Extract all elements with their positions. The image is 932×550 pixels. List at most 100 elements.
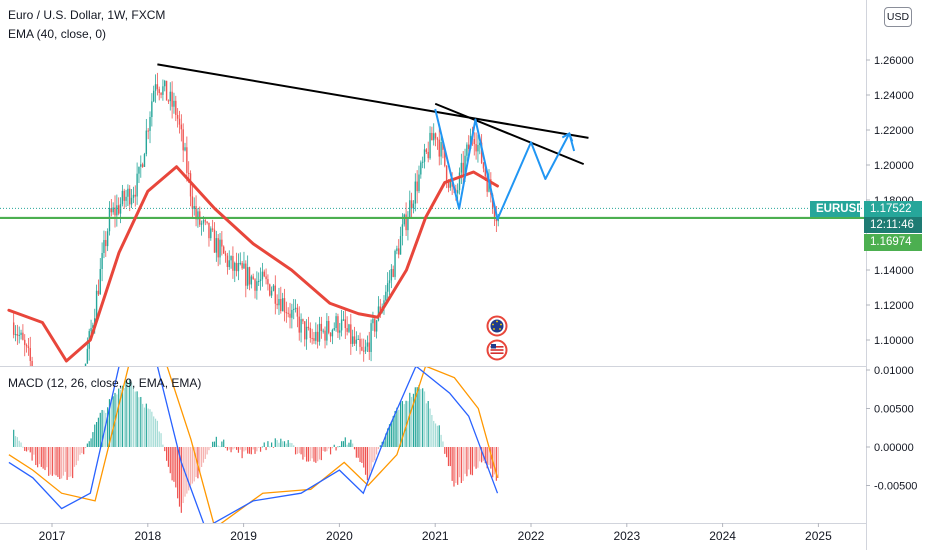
macd-axis[interactable]: 0.01000 0.00500 0.00000 -0.00500	[866, 365, 917, 493]
eu-flag-icon[interactable]	[486, 315, 508, 337]
macd-histogram-bar	[75, 447, 77, 466]
macd-histogram-bar	[143, 407, 146, 447]
macd-histogram-bar	[383, 441, 385, 447]
macd-histogram-bar	[68, 447, 70, 478]
candle-body	[364, 346, 367, 352]
candle-body	[180, 124, 183, 130]
macd-histogram-bar	[59, 447, 61, 480]
candle-body	[66, 419, 67, 421]
macd-histogram-bar	[425, 403, 427, 447]
candle-body	[434, 133, 437, 139]
candle-body	[125, 196, 127, 201]
candle-body	[388, 280, 391, 284]
chart-title: Euro / U.S. Dollar, 1W, FXCM	[8, 8, 166, 22]
trendline-1[interactable]	[157, 63, 589, 139]
candle-body	[187, 172, 190, 174]
candle-body	[143, 153, 146, 167]
candle-body	[265, 276, 267, 280]
candle-body	[116, 205, 118, 216]
time-axis[interactable]: 2017 2018 2019 2020 2021 2022 2023 2024 2025	[0, 366, 866, 544]
candle-body	[18, 334, 20, 336]
macd-histogram-bar	[353, 447, 356, 450]
candle-body	[156, 84, 159, 90]
macd-legend[interactable]: MACD (12, 26, close, 9, EMA, EMA)	[8, 376, 202, 390]
candle-body	[311, 337, 313, 339]
candle-body	[245, 263, 247, 286]
candle-body	[473, 139, 475, 145]
macd-histogram-bar	[127, 383, 129, 447]
macd-histogram-bar	[14, 436, 17, 447]
macd-histogram-bar	[20, 442, 22, 447]
candle-body	[346, 328, 348, 332]
candle-body	[322, 330, 324, 332]
candle-body	[186, 147, 188, 173]
macd-histogram-bar	[103, 410, 105, 447]
macd-histogram-bar	[475, 447, 477, 469]
macd-histogram-bar	[490, 447, 492, 469]
macd-tick-label: 0.00500	[874, 404, 914, 416]
macd-histogram-bar	[223, 439, 225, 447]
price-pane[interactable]	[0, 63, 866, 441]
candle-body	[283, 298, 286, 313]
candle-body	[329, 332, 332, 337]
candle-body	[72, 393, 73, 402]
macd-pane[interactable]	[8, 366, 499, 528]
candle-body	[154, 84, 157, 91]
macd-histogram-bar	[372, 447, 374, 463]
candle-body	[63, 404, 64, 420]
macd-histogram-bar	[101, 409, 103, 447]
time-tick-label: 2021	[422, 529, 449, 543]
candle-body	[370, 323, 372, 352]
candle-body	[462, 162, 464, 175]
macd-histogram-bar	[16, 437, 18, 447]
macd-histogram-bar	[348, 442, 350, 447]
macd-histogram-bar	[394, 411, 396, 447]
macd-histogram-bar	[449, 447, 451, 467]
candle-body	[350, 324, 352, 344]
macd-histogram-bar	[477, 447, 479, 468]
candle-body	[355, 339, 358, 344]
candle-body	[129, 188, 131, 205]
macd-histogram-bar	[24, 447, 26, 451]
candle-body	[304, 321, 306, 340]
price-axis[interactable]: 1.260001.240001.220001.200001.180001.140…	[866, 0, 914, 550]
us-flag-icon[interactable]	[486, 339, 508, 361]
candle-body	[447, 181, 450, 188]
macd-histogram-bar	[497, 447, 499, 479]
currency-button[interactable]: USD	[884, 7, 912, 27]
macd-histogram-bar	[250, 447, 252, 455]
macd-histogram-bar	[298, 447, 300, 454]
macd-histogram-bar	[62, 447, 65, 476]
macd-histogram-bar	[420, 389, 422, 447]
candle-body	[237, 263, 240, 272]
macd-histogram-bar	[451, 447, 453, 481]
price-tick-label: 1.10000	[874, 335, 914, 347]
macd-line[interactable]	[8, 366, 499, 528]
macd-histogram-bar	[429, 408, 431, 447]
ema-line[interactable]	[7, 165, 499, 363]
candle-body	[493, 208, 496, 218]
candle-body	[449, 181, 452, 188]
macd-histogram-bar	[153, 416, 155, 447]
macd-histogram-bar	[306, 447, 308, 462]
projection-path[interactable]	[434, 108, 576, 221]
candle-body	[123, 190, 125, 201]
macd-histogram-bar	[315, 447, 317, 463]
macd-histogram-bar	[283, 441, 286, 447]
ema-legend[interactable]: EMA (40, close, 0)	[8, 27, 107, 41]
candle-body	[438, 139, 440, 157]
symbol-badge[interactable]: EURUSD	[810, 201, 865, 217]
macd-histogram-bar	[473, 447, 475, 467]
macd-histogram-bar	[350, 439, 352, 447]
macd-histogram-bar	[304, 447, 306, 457]
candle-body	[285, 312, 288, 314]
macd-histogram-bar	[256, 447, 258, 452]
candle-body	[219, 239, 221, 258]
candle-body	[110, 208, 113, 213]
candle-body	[254, 279, 256, 291]
macd-histogram-bar	[495, 447, 497, 481]
candle-body	[189, 173, 192, 197]
macd-histogram-bar	[175, 447, 177, 488]
macd-signal-line[interactable]	[8, 366, 499, 528]
